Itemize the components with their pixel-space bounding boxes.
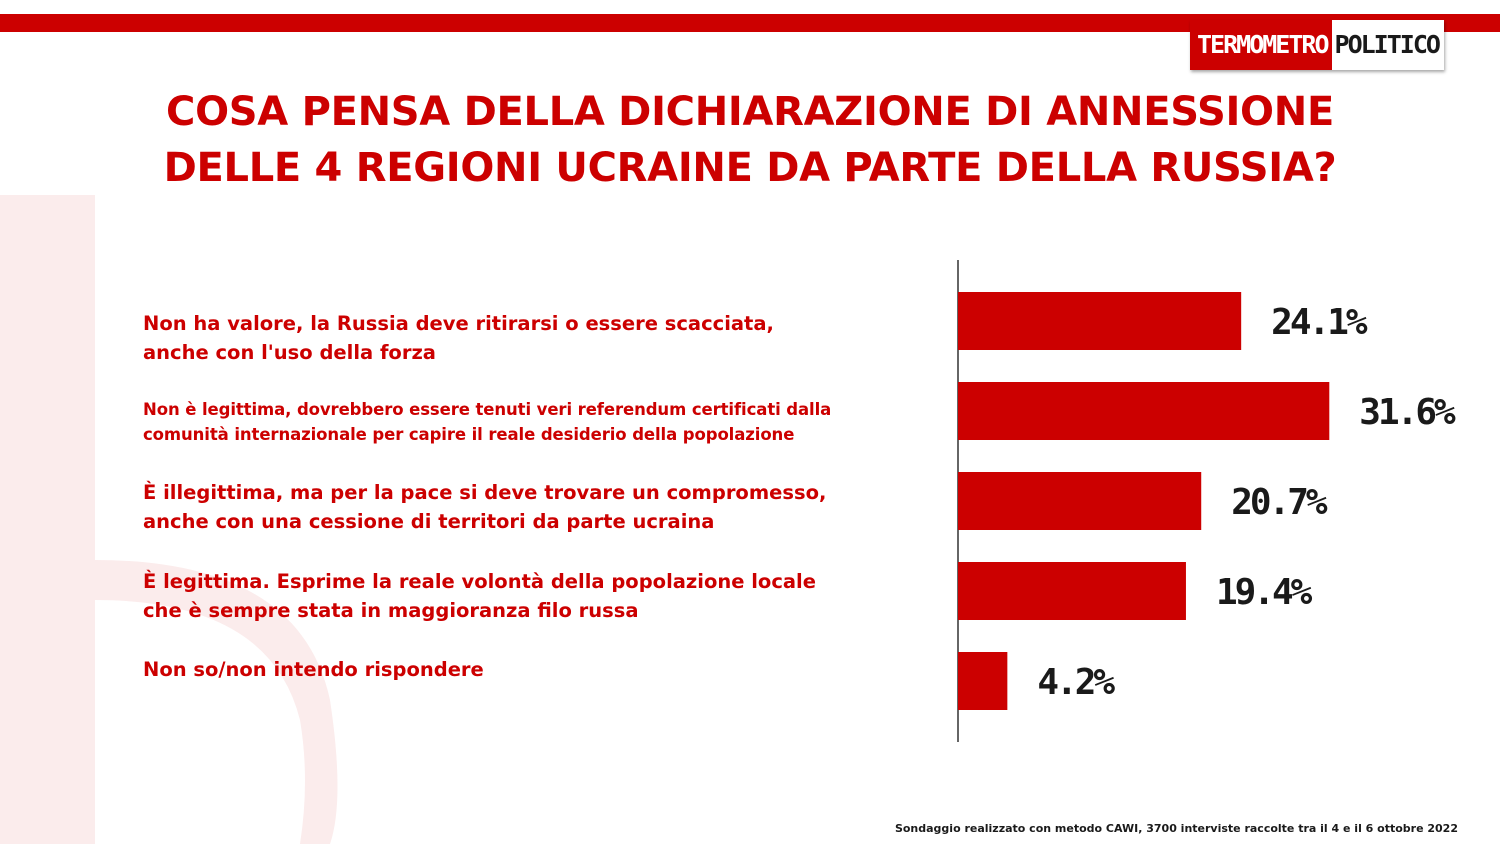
bar-chart: 24.1% 31.6% 20.7% 19.4% 4.2% [957, 260, 1459, 742]
value-label-4: 19.4% [1216, 572, 1313, 613]
survey-footnote: Sondaggio realizzato con metodo CAWI, 37… [894, 822, 1458, 835]
bar-2 [958, 382, 1330, 440]
value-label-1: 24.1% [1271, 302, 1368, 343]
value-label-5: 4.2% [1037, 662, 1115, 703]
category-label-3: È illegittima, ma per la pace si deve tr… [143, 481, 827, 533]
category-label-1: Non ha valore, la Russia deve ritirarsi … [143, 312, 774, 364]
value-label-3: 20.7% [1231, 482, 1328, 523]
logo-text-termometro: TERMOMETRO [1190, 20, 1332, 70]
category-label-5: Non so/non intendo rispondere [143, 658, 484, 681]
chart-title-line-1: COSA PENSA DELLA DICHIARAZIONE DI ANNESS… [166, 89, 1334, 135]
value-label-2: 31.6% [1359, 392, 1456, 433]
chart-title-line-2: DELLE 4 REGIONI UCRAINE DA PARTE DELLA R… [163, 145, 1337, 191]
termometro-politico-logo: TERMOMETRO POLITICO [1190, 20, 1444, 70]
logo-text-politico: POLITICO [1331, 20, 1444, 70]
bar-4 [958, 562, 1186, 620]
top-red-bar [0, 14, 1500, 32]
category-label-4: È legittima. Esprime la reale volontà de… [143, 570, 816, 622]
chart-title: COSA PENSA DELLA DICHIARAZIONE DI ANNESS… [0, 84, 1500, 196]
bar-3 [958, 472, 1202, 530]
bar-1 [958, 292, 1242, 350]
bar-5 [958, 652, 1008, 710]
category-label-2: Non è legittima, dovrebbero essere tenut… [143, 400, 832, 444]
